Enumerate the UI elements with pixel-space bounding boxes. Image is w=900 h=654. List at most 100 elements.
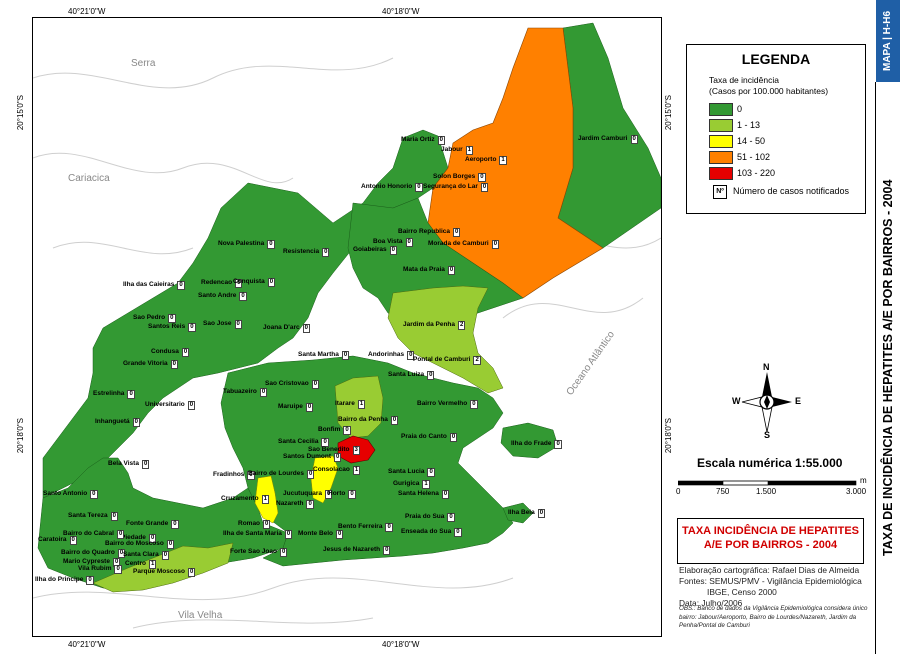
neighborhood-label: Estrelinha 0 (93, 390, 135, 399)
neighborhood-label: Consolacao 1 (313, 466, 361, 475)
neighborhood-name: Bela Vista (108, 460, 139, 467)
case-count-badge: 0 (267, 278, 276, 287)
neighborhood-name: Inhanguetá (95, 418, 130, 425)
coord-bottom-2: 40°18'0"W (382, 640, 420, 649)
case-count-badge: 0 (478, 173, 486, 182)
neighborhood-name: Monte Belo (298, 530, 334, 537)
neighborhood-name: Solon Borges (433, 173, 476, 180)
sidebar-title: TAXA DE INCIDÊNCIA DE HEPATITES A/E POR … (881, 179, 895, 557)
neighborhood-label: Bairro da Penha 0 (338, 416, 399, 425)
neighborhood-label: Bairro do Moscoso 0 (105, 540, 175, 549)
neighborhood-label: Tabuazeiro 0 (223, 388, 268, 397)
case-count-badge: 0 (161, 551, 170, 560)
neighborhood-name: Jardim Camburi (578, 135, 628, 142)
neighborhood-name: Bairro do Cabral (63, 530, 114, 537)
region-ilha-bela (502, 502, 534, 524)
neighborhood-label: Praia do Canto 0 (401, 433, 458, 442)
case-count-badge: 0 (390, 416, 399, 425)
case-count-badge: 1 (148, 560, 157, 569)
scale-bar (677, 478, 858, 490)
neighborhood-label: Praia do Sua 0 (405, 513, 455, 522)
case-count-badge: 0 (405, 238, 413, 247)
case-count-badge: 0 (234, 320, 242, 329)
neighborhood-label: Santa Helena 0 (398, 490, 450, 499)
neighborhood-label: Universitario 0 (145, 401, 196, 410)
neighborhood-name: Santo Andre (198, 292, 237, 299)
case-count-badge: 0 (454, 528, 462, 537)
neighborhood-name: Tabuazeiro (223, 388, 257, 395)
case-count-badge: 0 (437, 136, 445, 145)
map-title-box: TAXA INCIDÊNCIA DE HEPATITES A/E POR BAI… (677, 518, 864, 564)
neighborhood-label: Goiabeiras 0 (353, 246, 397, 255)
neighborhood-name: Bairro da Penha (338, 416, 388, 423)
neighborhood-name: Forte Sao Joao (230, 548, 277, 555)
case-count-badge: 0 (447, 513, 455, 522)
case-count-badge: 0 (235, 279, 243, 288)
neighborhood-label: Santa Luiza 0 (388, 371, 435, 380)
neighborhood-name: Segurança do Lar (423, 183, 478, 190)
case-count-badge: 0 (447, 266, 456, 275)
case-count-badge: 0 (407, 351, 415, 360)
neighborhood-label: Horto 0 (328, 490, 356, 499)
case-count-badge: 0 (470, 400, 478, 409)
neighborhood-name: Santos Dumont (283, 453, 332, 460)
neighborhood-name: Universitario (145, 401, 185, 408)
neighborhood-name: Ilha do Frade (511, 440, 552, 447)
neighborhood-label: Pontal de Camburi 2 (413, 356, 481, 365)
neighborhood-name: Praia do Canto (401, 433, 447, 440)
case-count-badge: 1 (499, 156, 507, 165)
neighborhood-label: Morada de Camburi 0 (428, 240, 500, 249)
neighborhood-label: Jesus de Nazareth 0 (323, 546, 391, 555)
case-count-badge: 0 (305, 403, 314, 412)
neighborhood-name: Jardim da Penha (403, 321, 456, 328)
neighborhood-label: Bela Vista 0 (108, 460, 150, 469)
neighborhood-name: Fradinhos (213, 471, 245, 478)
case-count-badge: 1 (261, 495, 269, 504)
neighborhood-label: Conquista 0 (233, 278, 276, 287)
legend-swatch (709, 119, 733, 132)
neighborhood-label: Parque Moscoso 0 (133, 568, 196, 577)
neighborhood-label: Ilha do Frade 0 (511, 440, 562, 449)
case-count-badge: 0 (188, 568, 196, 577)
case-count-badge: 0 (187, 401, 196, 410)
neighborhood-label: Sao Benedito 3 (308, 446, 360, 455)
neighborhood-name: Ilha Bela (508, 509, 535, 516)
neighborhood-label: Bairro de Lourdes 0 (248, 470, 315, 479)
legend-subtitle-1: Taxa de incidência (709, 75, 779, 85)
case-count-badge: 0 (385, 523, 393, 532)
neighborhood-label: Solon Borges 0 (433, 173, 486, 182)
neighborhood-name: Jucutuquara (283, 490, 323, 497)
case-count-badge: 0 (114, 565, 122, 574)
neighborhood-label: Inhanguetá 0 (95, 418, 141, 427)
neighborhood-name: Maria Ortiz (401, 136, 435, 143)
sidebar-tab (876, 0, 900, 82)
map-title-line1: TAXA INCIDÊNCIA DE HEPATITES (681, 525, 860, 537)
neighborhood-label: Segurança do Lar 0 (423, 183, 489, 192)
sidebar-divider (875, 82, 876, 654)
case-count-badge: 0 (415, 183, 423, 192)
neighborhood-label: Jardim da Penha 2 (403, 321, 466, 330)
case-count-badge: 0 (321, 438, 329, 447)
legend-label: 0 (737, 104, 743, 114)
neighborhood-name: Vila Rubim (78, 565, 112, 572)
neighborhood-name: Santa Lucia (388, 468, 425, 475)
scale-title: Escala numérica 1:55.000 (697, 456, 843, 470)
neighborhood-label: Redencao 0 (201, 279, 243, 288)
credits-line4: Data: Julho/2006 (679, 598, 743, 608)
case-count-badge: 0 (247, 471, 255, 480)
neighborhood-name: Sao Jose (203, 320, 232, 327)
case-count-badge: 0 (630, 135, 638, 144)
neighborhood-name: Horto (328, 490, 346, 497)
neighborhood-name: Bento Ferreira (338, 523, 383, 530)
case-count-badge: 1 (352, 466, 361, 475)
neighborhood-label: Jardim Camburi 0 (578, 135, 638, 144)
legend-count-symbol: Nº (713, 185, 727, 199)
case-count-badge: 0 (383, 546, 391, 555)
neighborhood-name: Estrelinha (93, 390, 125, 397)
case-count-badge: 0 (181, 348, 190, 357)
neighborhood-label: Fonte Grande 0 (126, 520, 179, 529)
case-count-badge: 0 (259, 388, 268, 397)
compass-s: S (764, 430, 771, 440)
neighborhood-name: Mario Cypreste (63, 558, 110, 565)
neighborhood-label: Andorinhas 0 (368, 351, 415, 360)
